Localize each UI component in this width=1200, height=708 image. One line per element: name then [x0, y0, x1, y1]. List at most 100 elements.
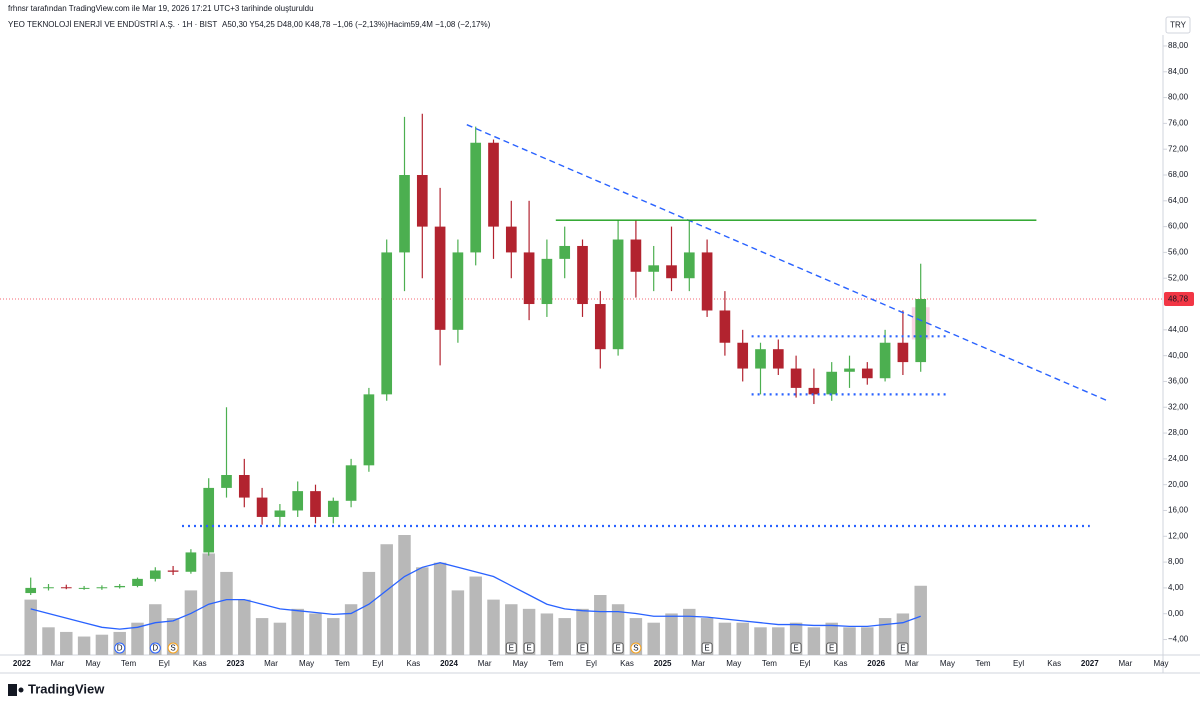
volume-bar — [772, 627, 785, 655]
candle-body — [149, 570, 161, 579]
volume-bar — [24, 599, 37, 655]
volume-bar — [95, 634, 109, 655]
y-tick-label: 72,00 — [1168, 144, 1189, 153]
candle-body — [256, 497, 268, 517]
volume-bar — [718, 622, 732, 655]
y-tick-label: 8,00 — [1168, 557, 1184, 566]
candle-body — [541, 258, 553, 305]
x-tick-label: Mar — [691, 659, 705, 668]
candle-body — [683, 252, 695, 279]
volume-bar — [42, 627, 55, 655]
volume-bar — [469, 576, 482, 655]
x-tick-label: Tem — [121, 659, 136, 668]
volume-bar — [914, 585, 927, 655]
event-marker[interactable] — [701, 642, 713, 654]
volume-bar — [683, 608, 696, 655]
candle-body — [844, 368, 855, 372]
candle-body — [701, 252, 713, 311]
logo-mark — [18, 687, 24, 693]
volume-ma — [30, 562, 921, 630]
y-tick-label: 12,00 — [1168, 531, 1189, 540]
ohlc: A50,30 Y54,25 D48,00 K48,78 −1,06 (−2,13… — [222, 20, 388, 29]
x-tick-label: Mar — [1119, 659, 1133, 668]
volume-bar — [184, 590, 198, 655]
volume-bar — [362, 571, 376, 655]
event-marker[interactable] — [505, 642, 517, 654]
event-marker[interactable] — [577, 642, 588, 654]
candle-body — [327, 500, 339, 517]
event-label: D — [117, 644, 123, 653]
event-marker[interactable] — [114, 642, 126, 654]
event-marker[interactable] — [826, 642, 838, 654]
candle-body — [381, 252, 393, 395]
y-tick-label: 84,00 — [1168, 67, 1189, 76]
event-marker[interactable] — [167, 642, 179, 654]
candle-body — [292, 491, 304, 511]
candle-body — [505, 226, 517, 253]
volume-bar — [255, 618, 269, 655]
y-tick-label: 32,00 — [1168, 402, 1189, 411]
event-marker[interactable] — [630, 642, 642, 654]
candle-body — [790, 368, 802, 388]
candle-body — [559, 245, 571, 259]
y-tick-label: 76,00 — [1168, 118, 1189, 127]
y-tick-label: 60,00 — [1168, 222, 1189, 231]
last-price-label: 48,78 — [1168, 295, 1189, 304]
x-tick-label: Kas — [193, 659, 207, 668]
candle-body — [897, 342, 909, 363]
candle-body — [648, 265, 660, 272]
x-tick-label: May — [1153, 659, 1168, 668]
x-tick-label: Tem — [548, 659, 563, 668]
x-tick-label: Tem — [762, 659, 777, 668]
x-tick-label: 2025 — [654, 659, 672, 668]
candle-body — [345, 465, 357, 501]
candle-body — [167, 570, 179, 572]
volume-bar — [558, 618, 571, 655]
candle-body — [470, 142, 482, 253]
event-label: E — [793, 644, 798, 653]
volume-bar — [131, 622, 144, 655]
x-tick-label: Mar — [478, 659, 492, 668]
candle-body — [363, 394, 375, 466]
candle-body — [96, 587, 108, 589]
x-tick-label: Eyl — [1013, 659, 1024, 668]
x-tick-label: Tem — [975, 659, 990, 668]
x-tick-label: Eyl — [159, 659, 170, 668]
candle-body — [399, 175, 410, 253]
volume-bar — [736, 622, 749, 655]
x-tick-label: Mar — [905, 659, 919, 668]
candle-body — [915, 299, 927, 363]
event-marker[interactable] — [523, 642, 535, 654]
x-tick-label: May — [726, 659, 741, 668]
event-marker[interactable] — [612, 642, 624, 654]
x-tick-label: Kas — [620, 659, 634, 668]
volume-bar — [327, 618, 340, 655]
x-tick-label: May — [299, 659, 314, 668]
volume-bar — [344, 604, 358, 655]
event-marker[interactable] — [897, 642, 909, 654]
candle-body — [274, 510, 286, 517]
volume-bar — [843, 627, 856, 655]
candle-body — [755, 349, 766, 369]
y-tick-label: 44,00 — [1168, 325, 1189, 334]
y-tick-label: 56,00 — [1168, 248, 1189, 257]
y-tick-label: 20,00 — [1168, 480, 1189, 489]
event-label: D — [152, 644, 158, 653]
event-label: S — [633, 644, 638, 653]
candle-body — [60, 587, 72, 589]
candle-body — [772, 349, 784, 369]
event-marker[interactable] — [149, 642, 161, 654]
event-marker[interactable] — [790, 642, 802, 654]
volume-bar — [433, 562, 447, 655]
event-label: S — [170, 644, 175, 653]
currency-box[interactable] — [1165, 16, 1191, 34]
y-tick-label: 28,00 — [1168, 428, 1189, 437]
x-tick-label: Mar — [264, 659, 278, 668]
x-tick-label: Mar — [51, 659, 65, 668]
candle-body — [132, 578, 143, 586]
event-label: E — [509, 644, 514, 653]
volume-bar — [149, 604, 162, 655]
volume-info: Hacim59,4M −1,08 (−2,17%) — [388, 20, 491, 29]
y-tick-label: 40,00 — [1168, 351, 1189, 360]
x-tick-label: May — [85, 659, 100, 668]
